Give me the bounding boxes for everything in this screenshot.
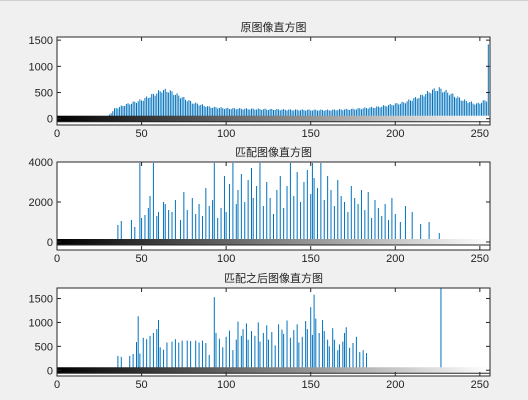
x-tick-label: 200 — [386, 253, 404, 265]
chart-title: 原图像直方图 — [241, 20, 307, 34]
x-tick-label: 50 — [135, 128, 147, 140]
chart-title: 匹配图像直方图 — [235, 145, 312, 159]
x-tick-label: 50 — [135, 253, 147, 265]
subplot-original-histogram: 原图像直方图 0 50 100 150 200 250 0 500 1000 1500 — [29, 20, 491, 140]
y-tick-label: 1000 — [29, 317, 53, 329]
bar-series — [117, 288, 442, 371]
x-tick-label: 150 — [302, 379, 320, 391]
y-tick-label: 500 — [35, 341, 53, 353]
y-tick-label: 1500 — [29, 35, 53, 47]
x-tick-label: 0 — [54, 253, 60, 265]
x-tick-label: 0 — [54, 379, 60, 391]
gray-level-colorbar — [57, 239, 490, 245]
x-tick-label: 100 — [217, 379, 235, 391]
y-tick-label: 0 — [47, 237, 53, 249]
x-tick-label: 150 — [302, 253, 320, 265]
y-tick-label: 0 — [47, 365, 53, 377]
axes-frame — [56, 161, 491, 251]
x-tick-label: 200 — [386, 379, 404, 391]
axes-area — [56, 287, 491, 377]
x-tick-label: 250 — [471, 379, 489, 391]
x-tick-label: 250 — [471, 253, 489, 265]
bar-series — [117, 163, 440, 242]
axes-frame — [56, 287, 491, 377]
y-tick-label: 1000 — [29, 61, 53, 73]
gray-level-colorbar — [57, 115, 490, 122]
subplot-matching-histogram: 匹配图像直方图 0 50 100 150 200 250 0 2000 4000 — [29, 145, 491, 265]
subplot-matched-result-histogram: 匹配之后图像直方图 0 50 100 150 200 250 0 500 1000 1500 — [29, 271, 491, 391]
y-tick-label: 0 — [47, 114, 53, 126]
x-tick-label: 100 — [217, 128, 235, 140]
chart-title: 匹配之后图像直方图 — [224, 271, 323, 285]
x-tick-label: 100 — [217, 253, 235, 265]
gray-level-colorbar — [57, 367, 490, 374]
y-tick-label: 4000 — [29, 157, 53, 169]
x-tick-label: 150 — [302, 128, 320, 140]
y-tick-label: 500 — [35, 88, 53, 100]
x-tick-label: 50 — [135, 379, 147, 391]
x-tick-label: 200 — [386, 128, 404, 140]
x-tick-label: 250 — [471, 128, 489, 140]
y-tick-label: 2000 — [29, 197, 53, 209]
y-tick-label: 1500 — [29, 294, 53, 306]
axes-frame — [56, 36, 491, 126]
x-tick-label: 0 — [54, 128, 60, 140]
